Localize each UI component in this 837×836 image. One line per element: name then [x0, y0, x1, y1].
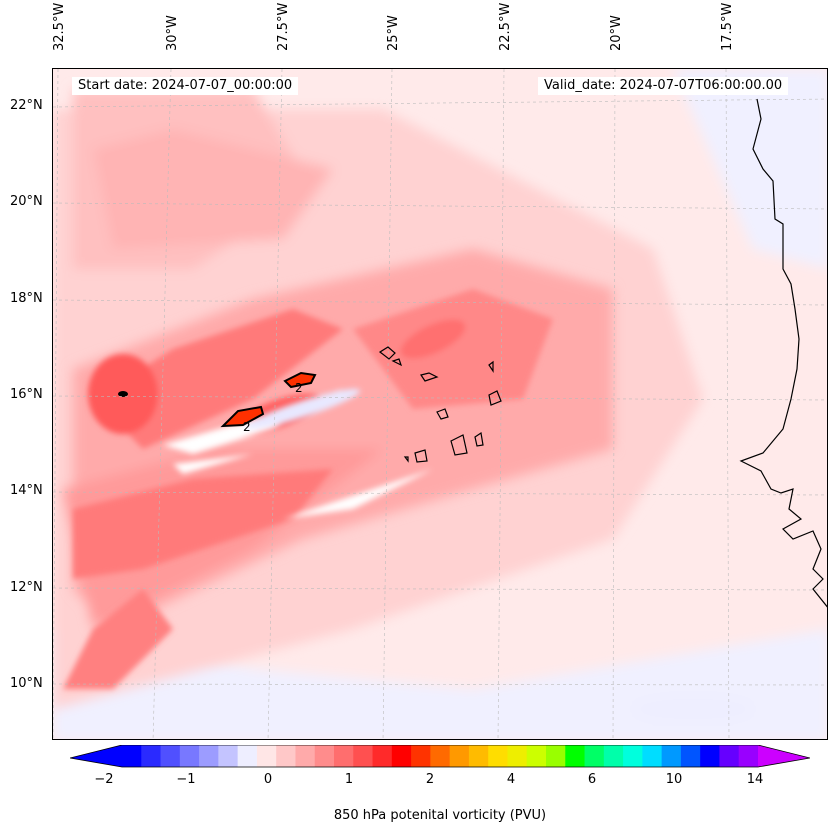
- gridlines: [53, 69, 827, 739]
- colorbar-swatch: [642, 745, 663, 767]
- colorbar-swatch: [391, 745, 412, 767]
- colorbar-swatch: [237, 745, 258, 767]
- colorbar-swatch: [468, 745, 489, 767]
- colorbar-tick: 0: [263, 772, 273, 787]
- colorbar-swatch: [623, 745, 643, 767]
- colorbar-tick: 4: [506, 772, 516, 787]
- colorbar-swatch: [256, 745, 277, 767]
- colorbar-extend-low: [70, 745, 122, 767]
- colorbar-extend-high: [758, 745, 810, 767]
- colorbar-swatch: [199, 745, 219, 767]
- pv-maxima: 2 2: [118, 371, 317, 434]
- lat-label: 10°N: [10, 676, 43, 691]
- lon-label: 17.5°W: [720, 2, 735, 51]
- colorbar-swatches: [69, 744, 811, 768]
- colorbar-swatch: [738, 745, 759, 767]
- negative-pv-areas: [53, 69, 827, 739]
- lon-label: 32.5°W: [52, 2, 67, 51]
- colorbar-swatch: [700, 745, 720, 767]
- lat-label: 12°N: [10, 580, 43, 595]
- colorbar: [69, 744, 811, 771]
- coastline: [739, 98, 827, 608]
- lat-label: 18°N: [10, 291, 43, 306]
- lon-label: 25°W: [386, 15, 401, 51]
- colorbar-tick: −2: [94, 772, 114, 787]
- pv-field-map: 2 2: [53, 69, 827, 739]
- colorbar-swatch: [565, 745, 586, 767]
- colorbar-swatch: [546, 745, 566, 767]
- colorbar-tick: 10: [665, 772, 683, 787]
- colorbar-tick: 14: [746, 772, 764, 787]
- colorbar-swatch: [507, 745, 528, 767]
- colorbar-tick: −1: [176, 772, 196, 787]
- valid-date-label: Valid_date: 2024-07-07T06:00:00.00: [538, 77, 789, 95]
- colorbar-swatch: [372, 745, 393, 767]
- colorbar-swatch: [314, 745, 335, 767]
- contour-label: 2: [295, 381, 303, 395]
- colorbar-swatch: [218, 745, 239, 767]
- colorbar-swatch: [334, 745, 354, 767]
- colorbar-swatch: [122, 745, 142, 767]
- lat-label: 22°N: [10, 98, 43, 113]
- colorbar-tick: 6: [587, 772, 597, 787]
- colorbar-swatch: [449, 745, 470, 767]
- contour-label: 2: [243, 420, 251, 434]
- colorbar-swatch: [141, 745, 162, 767]
- colorbar-tick: 2: [425, 772, 435, 787]
- colorbar-swatch: [584, 745, 605, 767]
- lat-label: 16°N: [10, 387, 43, 402]
- colorbar-swatch: [430, 745, 451, 767]
- colorbar-swatch: [353, 745, 374, 767]
- colorbar-swatch: [661, 745, 682, 767]
- cape-verde-islands: [378, 346, 502, 463]
- colorbar-swatch: [488, 745, 508, 767]
- lat-label: 14°N: [10, 483, 43, 498]
- pv-band-strong: [63, 289, 553, 689]
- lon-label: 20°W: [609, 15, 624, 51]
- map-panel[interactable]: 2 2: [52, 68, 828, 740]
- colorbar-tick: 1: [344, 772, 354, 787]
- lon-label: 30°W: [165, 15, 180, 51]
- lon-label: 27.5°W: [276, 2, 291, 51]
- colorbar-label: 850 hPa potenital vorticity (PVU): [333, 808, 547, 823]
- colorbar-swatch: [295, 745, 316, 767]
- colorbar-swatch: [411, 745, 431, 767]
- colorbar-swatch: [276, 745, 296, 767]
- lon-label: 22.5°W: [498, 2, 513, 51]
- colorbar-swatch: [160, 745, 181, 767]
- colorbar-swatch: [179, 745, 200, 767]
- colorbar-swatch: [603, 745, 624, 767]
- colorbar-swatch: [526, 745, 547, 767]
- colorbar-swatch: [719, 745, 740, 767]
- start-date-label: Start date: 2024-07-07_00:00:00: [72, 77, 299, 95]
- lat-label: 20°N: [10, 194, 43, 209]
- colorbar-swatch: [680, 745, 701, 767]
